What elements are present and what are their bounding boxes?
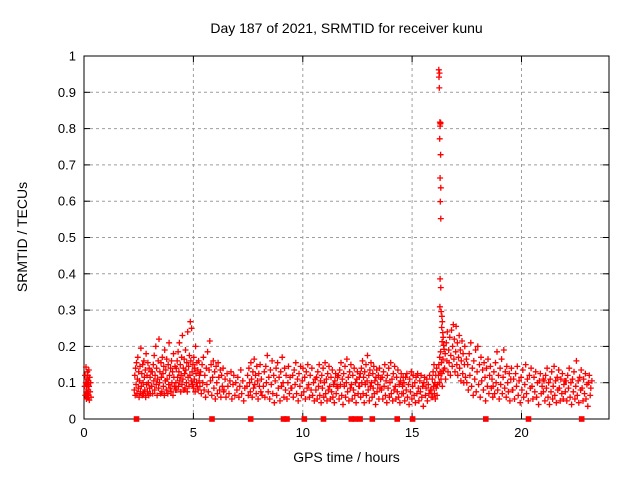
y-tick-label: 0.9 [58,85,76,100]
x-axis-label: GPS time / hours [293,449,400,465]
y-tick-label: 0 [69,412,76,427]
y-tick-label: 0.4 [58,266,76,281]
chart-title: Day 187 of 2021, SRMTID for receiver kun… [210,20,483,36]
x-tick-label: 5 [190,425,197,440]
y-tick-label: 0.6 [58,194,76,209]
series-zero-flags-markers [133,416,585,422]
y-tick-label: 0.7 [58,157,76,172]
x-tick-label: 20 [514,425,528,440]
x-tick-label: 10 [296,425,310,440]
x-tick-label: 15 [405,425,419,440]
y-tick-label: 0.2 [58,339,76,354]
y-tick-label: 0.3 [58,303,76,318]
x-tick-label: 0 [80,425,87,440]
y-tick-label: 1 [69,49,76,64]
y-tick-label: 0.1 [58,375,76,390]
y-tick-label: 0.8 [58,121,76,136]
series-srmtid-markers [81,66,595,410]
y-tick-label: 0.5 [58,230,76,245]
